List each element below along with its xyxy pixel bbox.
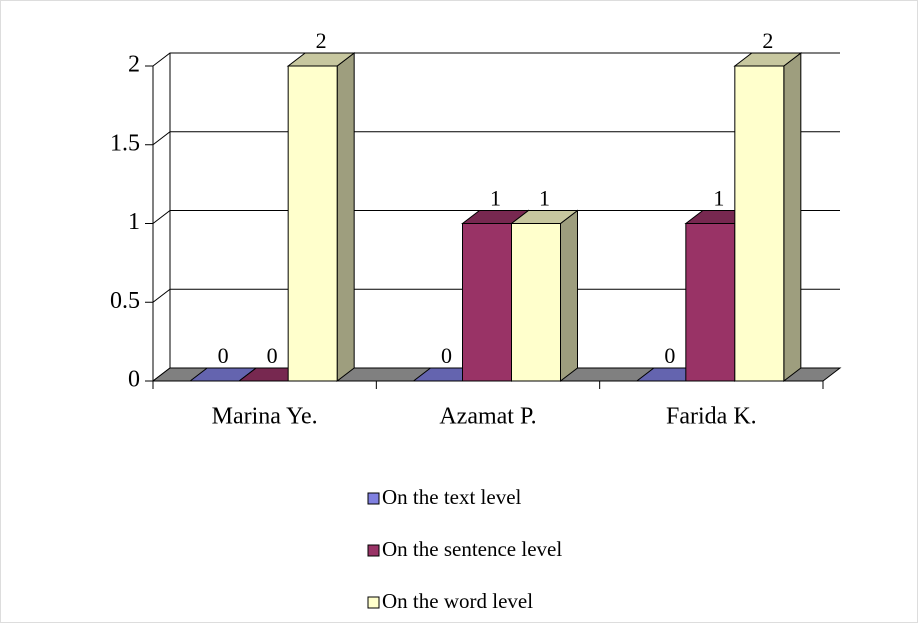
data-label: 0 bbox=[441, 343, 452, 368]
bar-front bbox=[462, 223, 512, 382]
bar-front bbox=[287, 65, 338, 382]
x-tick-label: Marina Ye. bbox=[212, 404, 318, 430]
data-label: 1 bbox=[539, 186, 550, 211]
data-label: 2 bbox=[762, 28, 773, 53]
grid-line bbox=[152, 131, 840, 146]
bar-side bbox=[560, 209, 578, 383]
y-tick-label: 2 bbox=[128, 52, 140, 78]
grid-line bbox=[152, 52, 840, 67]
bar-front bbox=[511, 223, 561, 382]
grid-line bbox=[152, 288, 840, 303]
data-label: 0 bbox=[664, 343, 675, 368]
legend-swatch bbox=[367, 596, 380, 609]
bar-side bbox=[783, 51, 802, 383]
bar-side bbox=[336, 51, 355, 383]
y-tick-label: 0.5 bbox=[110, 288, 140, 314]
bar-front bbox=[685, 223, 736, 382]
y-tick-label: 1.5 bbox=[110, 130, 140, 156]
bar-front bbox=[734, 65, 785, 382]
x-tick-label: Azamat P. bbox=[439, 404, 536, 430]
bar bbox=[510, 209, 579, 383]
y-tick-label: 1 bbox=[128, 209, 140, 235]
legend-swatch bbox=[367, 492, 380, 505]
legend-swatch bbox=[367, 544, 380, 557]
bar bbox=[286, 51, 356, 383]
data-label: 0 bbox=[267, 343, 278, 368]
legend-label: On the text level bbox=[382, 485, 522, 509]
legend-label: On the word level bbox=[382, 589, 533, 613]
data-label: 2 bbox=[316, 28, 327, 53]
bar bbox=[733, 51, 803, 383]
y-tick-label: 0 bbox=[128, 367, 140, 393]
data-label: 0 bbox=[218, 343, 229, 368]
legend-label: On the sentence level bbox=[382, 537, 562, 561]
grid-line bbox=[152, 210, 840, 224]
x-tick-label: Farida K. bbox=[666, 404, 757, 430]
data-label: 1 bbox=[713, 186, 724, 211]
data-label: 1 bbox=[490, 186, 501, 211]
